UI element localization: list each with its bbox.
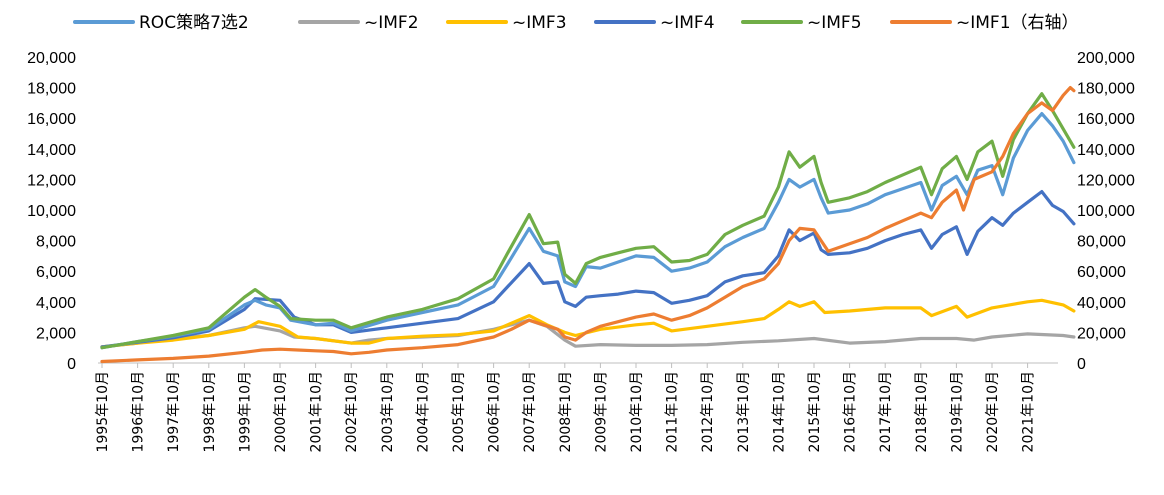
x-tick-label: 2019年10月 [949,371,965,452]
legend-label-5: ~IMF5 [807,13,862,33]
y-right-tick-label: 160,000 [1077,111,1135,128]
x-tick-label: 2002年10月 [344,371,360,452]
y-left-tick-label: 14,000 [27,142,76,159]
series-line-3 [100,298,1076,349]
x-tick-label: 2017年10月 [878,371,894,452]
x-tick-label: 1997年10月 [166,371,182,452]
x-tick-label: 2005年10月 [451,371,467,452]
y-right-tick-label: 200,000 [1077,50,1135,67]
y-right-tick-label: 60,000 [1077,264,1126,281]
y-left-tick-label: 12,000 [27,172,76,189]
y-left-tick-label: 0 [67,356,76,373]
series-line-1 [100,112,1076,350]
legend-label-6: ~IMF1（右轴） [956,13,1079,33]
series-line-6 [100,86,1076,364]
y-right-tick-label: 20,000 [1077,325,1126,342]
y-right-tick-label: 0 [1077,356,1086,373]
x-tick-label: 1998年10月 [202,371,218,452]
y-right-tick-label: 80,000 [1077,234,1126,251]
y-left-tick-label: 20,000 [27,50,76,67]
x-tick-label: 2000年10月 [273,371,289,452]
x-tick-label: 2018年10月 [914,371,930,452]
x-tick-label: 2008年10月 [558,371,574,452]
y-left-tick-label: 16,000 [27,111,76,128]
y-right-tick-label: 120,000 [1077,172,1135,189]
y-right-tick-label: 180,000 [1077,81,1135,98]
x-tick-label: 2003年10月 [380,371,396,452]
y-left-tick-label: 10,000 [27,203,76,220]
chart-legend: ROC策略7选2 ~IMF2 ~IMF3 ~IMF4 ~IMF5 ~IMF1（右轴） [73,13,1079,33]
x-tick-label: 2015年10月 [807,371,823,452]
x-tick-label: 2021年10月 [1021,371,1037,452]
x-tick-label: 1999年10月 [237,371,253,452]
legend-label-3: ~IMF3 [512,13,567,33]
legend-label-1: ROC策略7选2 [139,13,249,33]
y-left-tick-label: 8,000 [36,234,76,251]
x-tick-label: 2010年10月 [629,371,645,452]
x-tick-label: 2013年10月 [736,371,752,452]
x-tick-label: 2011年10月 [665,371,681,452]
y-left-tick-label: 4,000 [36,295,76,312]
y-right-tick-label: 140,000 [1077,142,1135,159]
x-tick-label: 2004年10月 [415,371,431,452]
x-tick-label: 1996年10月 [131,371,147,452]
series-line-2 [100,318,1076,349]
x-tick-label: 1995年10月 [95,371,111,452]
series-line-5 [100,92,1076,350]
x-tick-label: 2007年10月 [522,371,538,452]
chart-axes: 0 2,000 4,000 6,000 8,000 10,000 12,000 14,000 1… [27,50,1135,452]
x-tick-label: 2016年10月 [843,371,859,452]
x-tick-label: 2020年10月 [985,371,1001,452]
x-tick-label: 2001年10月 [309,371,325,452]
y-left-tick-label: 2,000 [36,325,76,342]
x-tick-label: 2006年10月 [487,371,503,452]
y-left-tick-label: 6,000 [36,264,76,281]
x-tick-label: 2014年10月 [771,371,787,452]
legend-label-2: ~IMF2 [364,13,419,33]
y-right-tick-label: 100,000 [1077,203,1135,220]
y-left-tick-label: 18,000 [27,81,76,98]
x-tick-label: 2009年10月 [593,371,609,452]
legend-label-4: ~IMF4 [660,13,715,33]
x-tick-label: 2012年10月 [700,371,716,452]
y-right-tick-label: 40,000 [1077,295,1126,312]
series-layer [100,86,1076,364]
